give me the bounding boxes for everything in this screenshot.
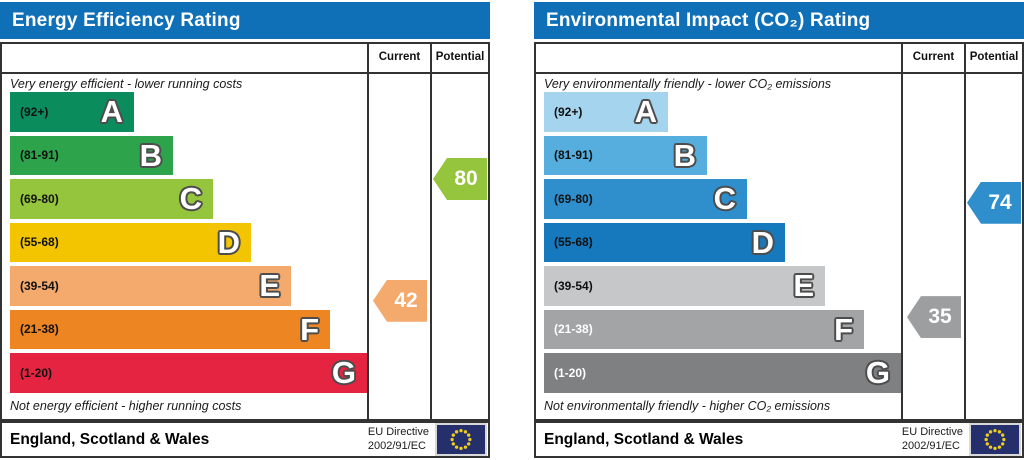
- band-bar-e: (39-54) E: [10, 266, 291, 306]
- band-range-label: (92+): [554, 104, 583, 119]
- chart-title: Environmental Impact (CO₂) Rating: [534, 2, 1024, 39]
- band-row-c: (69-80) C: [10, 179, 367, 223]
- chart-footer: England, Scotland & Wales EU Directive 20…: [534, 421, 1024, 458]
- band-row-b: (81-91) B: [544, 135, 901, 180]
- band-range-label: (21-38): [20, 322, 59, 337]
- band-bar-d: (55-68) D: [544, 222, 785, 262]
- band-letter: B: [673, 137, 696, 173]
- band-letter: E: [259, 268, 280, 303]
- band-letter: C: [713, 181, 736, 216]
- band-row-e: (39-54) E: [544, 266, 901, 310]
- eu-directive-label: EU Directive 2002/91/EC: [901, 426, 963, 452]
- band-bar-f: (21-38) F: [10, 309, 330, 349]
- band-letter: A: [634, 94, 657, 129]
- bottom-caption: Not environmentally friendly - higher CO…: [544, 399, 831, 413]
- band-range-label: (1-20): [20, 365, 53, 380]
- columns-header-row: Current Potential: [536, 44, 1022, 74]
- band-range-label: (69-80): [20, 191, 59, 206]
- band-bar-a: (92+) A: [544, 92, 668, 132]
- eu-flag-icon: [969, 423, 1021, 456]
- band-bar-g: (1-20) G: [10, 353, 367, 393]
- chart-footer: England, Scotland & Wales EU Directive 20…: [0, 421, 490, 458]
- column-divider: [430, 44, 432, 419]
- band-letter: D: [217, 224, 240, 260]
- footer-region-label: England, Scotland & Wales: [10, 430, 210, 448]
- potential-column-header: Potential: [435, 51, 485, 63]
- current-rating-marker: 35: [907, 296, 961, 339]
- band-bar-b: (81-91) B: [544, 135, 707, 175]
- band-letter: F: [300, 311, 319, 347]
- band-range-label: (81-91): [554, 148, 593, 163]
- band-row-a: (92+) A: [10, 92, 367, 136]
- eu-directive-label: EU Directive 2002/91/EC: [367, 426, 429, 452]
- band-row-a: (92+) A: [544, 92, 901, 136]
- potential-rating-marker: 74: [967, 181, 1021, 224]
- current-column-header: Current: [912, 51, 955, 63]
- environmental-impact-chart: Environmental Impact (CO₂) Rating Curren…: [534, 0, 1024, 460]
- band-bar-g: (1-20) G: [544, 353, 901, 393]
- column-divider: [901, 44, 903, 419]
- band-row-f: (21-38) F: [10, 309, 367, 354]
- band-row-b: (81-91) B: [10, 135, 367, 180]
- rating-table: Current Potential Very energy efficient …: [0, 42, 490, 421]
- band-range-label: (39-54): [20, 278, 59, 293]
- band-row-g: (1-20) G: [10, 353, 367, 397]
- band-bar-c: (69-80) C: [544, 179, 747, 219]
- rating-table: Current Potential Very environmentally f…: [534, 42, 1024, 421]
- band-bar-e: (39-54) E: [544, 266, 825, 306]
- band-row-f: (21-38) F: [544, 309, 901, 354]
- band-letter: G: [331, 355, 356, 390]
- band-letter: B: [139, 137, 162, 173]
- column-divider: [964, 44, 966, 419]
- band-letter: F: [834, 311, 853, 347]
- bands-column: (92+) A (81-91) B (69-80) C (55-68) D (39-54) E (2…: [10, 92, 367, 397]
- band-range-label: (21-38): [554, 322, 593, 337]
- band-bar-b: (81-91) B: [10, 135, 173, 175]
- band-range-label: (39-54): [554, 278, 593, 293]
- band-letter: C: [179, 181, 202, 216]
- potential-rating-marker: 80: [433, 158, 487, 200]
- band-letter: E: [793, 268, 814, 303]
- band-row-g: (1-20) G: [544, 353, 901, 397]
- bottom-caption: Not energy efficient - higher running co…: [10, 399, 242, 413]
- band-range-label: (1-20): [554, 365, 587, 380]
- band-row-d: (55-68) D: [10, 222, 367, 267]
- top-caption: Very environmentally friendly - lower CO…: [544, 77, 832, 91]
- band-letter: A: [100, 94, 123, 129]
- band-letter: G: [865, 355, 890, 390]
- band-range-label: (69-80): [554, 191, 593, 206]
- band-row-d: (55-68) D: [544, 222, 901, 267]
- band-bar-a: (92+) A: [10, 92, 134, 132]
- footer-region-label: England, Scotland & Wales: [544, 430, 744, 448]
- chart-title: Energy Efficiency Rating: [0, 2, 490, 39]
- band-row-c: (69-80) C: [544, 179, 901, 223]
- band-bar-f: (21-38) F: [544, 309, 864, 349]
- potential-column-header: Potential: [969, 51, 1019, 63]
- band-range-label: (92+): [20, 104, 49, 119]
- band-range-label: (81-91): [20, 148, 59, 163]
- band-row-e: (39-54) E: [10, 266, 367, 310]
- current-column-header: Current: [378, 51, 421, 63]
- band-bar-d: (55-68) D: [10, 222, 251, 262]
- band-range-label: (55-68): [554, 235, 593, 250]
- top-caption: Very energy efficient - lower running co…: [10, 77, 243, 91]
- columns-header-row: Current Potential: [2, 44, 488, 74]
- bands-column: (92+) A (81-91) B (69-80) C (55-68) D (39-54) E (2…: [544, 92, 901, 397]
- eu-flag-icon: [435, 423, 487, 456]
- column-divider: [367, 44, 369, 419]
- band-range-label: (55-68): [20, 235, 59, 250]
- energy-efficiency-chart: Energy Efficiency Rating Current Potenti…: [0, 0, 490, 460]
- current-rating-marker: 42: [373, 279, 427, 322]
- band-bar-c: (69-80) C: [10, 179, 213, 219]
- band-letter: D: [751, 224, 774, 260]
